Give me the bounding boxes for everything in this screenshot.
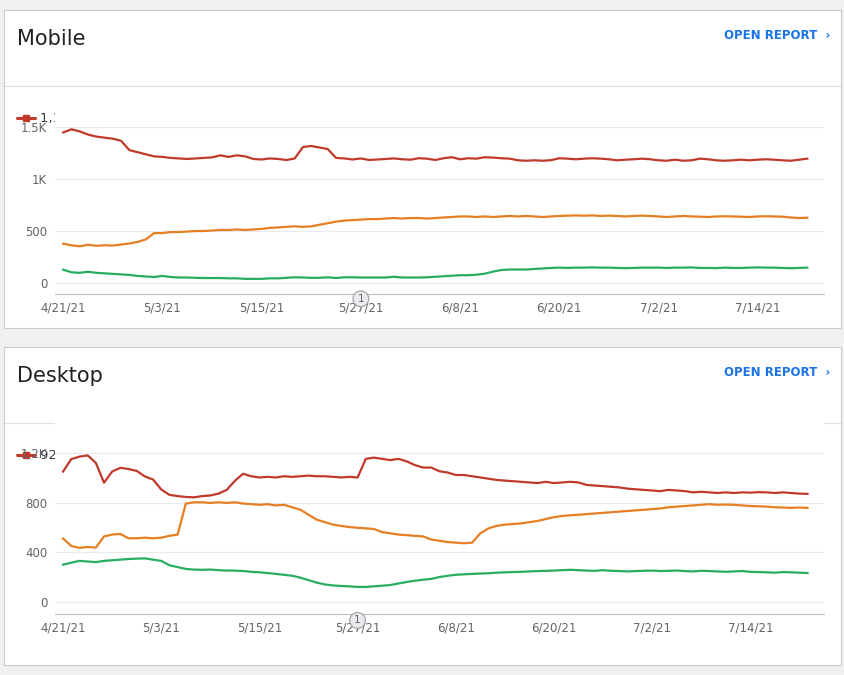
- Text: 619 URLs need improvement: 619 URLs need improvement: [212, 111, 405, 125]
- Text: 199 good URLs: 199 good URLs: [446, 449, 545, 462]
- Text: 745 URLs need improvement: 745 URLs need improvement: [212, 449, 405, 462]
- Text: 1: 1: [357, 294, 364, 304]
- Text: 1: 1: [354, 616, 360, 626]
- Text: 1,191 poor URLs: 1,191 poor URLs: [41, 111, 149, 125]
- Text: Mobile: Mobile: [17, 29, 85, 49]
- Text: 923 poor URLs: 923 poor URLs: [41, 449, 137, 462]
- Text: 149 good URLs: 149 good URLs: [446, 111, 545, 125]
- Text: Desktop: Desktop: [17, 366, 102, 386]
- Text: OPEN REPORT  ›: OPEN REPORT ›: [722, 366, 829, 379]
- Text: OPEN REPORT  ›: OPEN REPORT ›: [722, 29, 829, 43]
